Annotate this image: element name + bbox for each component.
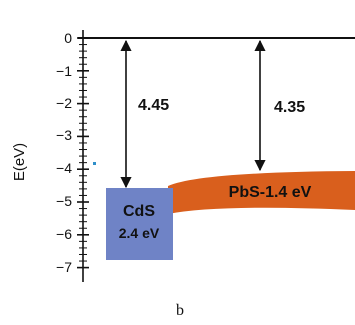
tick-label-minus-2: −2: [56, 95, 72, 111]
minor-ticks: [77, 37, 89, 269]
arrow-label-cds: 4.45: [138, 97, 169, 114]
pbs-band-label: PbS-1.4 eV: [229, 184, 312, 201]
arrow-label-pbs: 4.35: [274, 99, 305, 116]
cds-band-gap-label: 2.4 eV: [119, 225, 160, 241]
cds-band-label: CdS: [123, 203, 155, 220]
tick-label-minus-3: −3: [56, 127, 72, 143]
marker-dot: [93, 162, 96, 165]
pbs-band: [168, 171, 355, 214]
cds-band: [106, 188, 173, 260]
tick-label-minus-6: −6: [56, 226, 72, 242]
energy-axis-title: E(eV): [11, 143, 28, 181]
tick-label-0: 0: [64, 30, 72, 46]
figure-caption: b: [176, 302, 184, 319]
tick-label-minus-5: −5: [56, 193, 72, 209]
tick-labels: 0 −1 −2 −3 −4 −5 −6 −7: [56, 30, 72, 275]
tick-label-minus-4: −4: [56, 160, 72, 176]
tick-label-minus-1: −1: [56, 63, 72, 79]
tick-label-minus-7: −7: [56, 259, 72, 275]
